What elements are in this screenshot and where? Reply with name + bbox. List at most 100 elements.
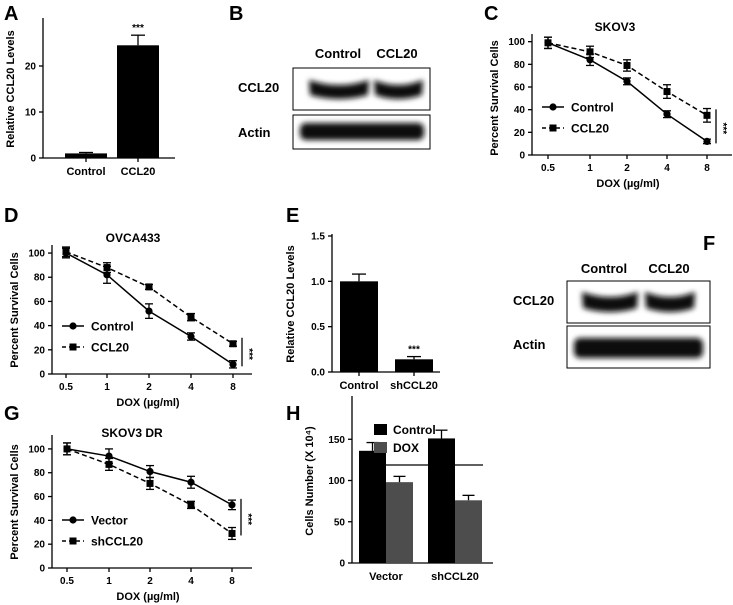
legend-marker [69,537,77,545]
bar [117,45,159,158]
bar-dox [455,500,482,563]
chart-title: OVCA433 [106,231,161,245]
data-point [623,77,631,85]
x-tick-label: 1 [104,382,110,393]
x-tick-label: 8 [230,382,236,393]
panel-label-c: C [484,3,498,25]
legend-label: CCL20 [91,341,129,355]
x-tick-label: 0.5 [59,382,73,393]
x-tick-label: 1 [106,576,112,587]
y-tick-label: 60 [34,492,46,503]
x-tick-label: shCCL20 [390,380,438,392]
blot-f-band-ccl20-ccl20 [645,292,695,312]
data-point [228,501,236,509]
blot-b-header-control: Control [315,46,361,61]
significance-marker: *** [132,23,144,34]
western-blot-b: Control CCL20 CCL20 Actin [238,46,431,150]
data-point [663,110,671,118]
data-point [703,111,711,119]
data-point [623,61,631,69]
bar-dox [386,482,413,563]
y-tick-label: 0 [339,559,345,570]
significance-marker: *** [242,513,253,525]
significance-marker: * [432,454,436,465]
panel-label-g: G [4,403,20,425]
x-tick-label: shCCL20 [431,571,479,583]
legend-label: DOX [393,441,419,455]
y-tick-label: 40 [34,321,46,332]
blot-f-row-actin: Actin [513,337,546,352]
western-blot-f: Control CCL20 CCL20 Actin [513,261,711,369]
y-tick-label: 1.5 [311,232,325,243]
x-tick-label: 8 [704,163,710,174]
y-tick-label: 150 [328,435,345,446]
y-tick-label: 100 [28,444,45,455]
data-point [228,529,236,537]
data-point [586,48,594,56]
chart-title: SKOV3 DR [101,426,163,440]
y-tick-label: 20 [34,345,46,356]
y-axis-label: Relative CCL20 Levels [285,245,297,362]
panel-label-f: F [703,233,715,255]
x-tick-label: 1 [587,163,593,174]
chart-e: 0.0 0.5 1.0 1.5 Relative CCL20 Levels Control… [285,232,440,392]
x-tick-label: 2 [624,163,630,174]
x-axis-label: DOX (µg/ml) [116,591,180,603]
legend-label: Control [393,423,436,437]
bar [340,281,378,372]
y-tick-label: 80 [514,60,526,71]
data-point [703,137,711,145]
y-tick-label: 10 [25,108,37,119]
data-point [187,478,195,486]
y-tick-label: 60 [514,83,526,94]
x-tick-label: 0.5 [541,163,555,174]
legend-swatch [374,442,387,453]
x-tick-label: 8 [229,576,235,587]
y-tick-label: 0 [519,151,525,162]
data-point [229,360,237,368]
data-point [146,479,154,487]
data-point [544,39,552,47]
data-point [187,313,195,321]
blot-b-row-ccl20: CCL20 [238,80,279,95]
blot-f-header-control: Control [581,261,627,276]
chart-a: 0 10 20 Relative CCL20 Levels Control CCL20 **… [5,18,175,178]
y-tick-label: 0 [39,370,45,381]
x-axis-label: DOX (µg/ml) [116,397,180,409]
bar [65,153,107,158]
data-point [145,307,153,315]
blot-b-band-ccl20-ccl20 [374,80,423,99]
blot-f-band-control-ccl20 [582,292,638,312]
y-axis-label: Relative CCL20 Levels [5,30,17,147]
chart-c: 0 20 40 60 80 100 Percent Survival Cells 0.5 1 2 4… [489,20,732,190]
blot-f-header-ccl20: CCL20 [648,261,689,276]
x-tick-label: 2 [147,576,153,587]
blot-b-band-control-ccl20 [309,80,369,99]
data-point [229,340,237,348]
x-tick-label: 4 [188,382,194,393]
legend-label: Vector [91,514,128,528]
data-point [663,88,671,96]
y-tick-label: 1.0 [311,277,325,288]
y-tick-label: 0 [39,564,45,575]
y-tick-label: 20 [25,62,37,73]
y-tick-label: 40 [34,516,46,527]
data-point [105,460,113,468]
x-tick-label: 4 [664,163,670,174]
data-point [187,332,195,341]
legend-marker [69,322,77,330]
y-tick-label: 100 [508,37,525,48]
x-tick-label: 2 [146,382,152,393]
blot-b-band-actin [300,123,424,140]
y-axis-label: Percent Survival Cells [9,252,21,368]
legend-swatch [374,424,387,435]
x-tick-label: CCL20 [121,166,156,178]
significance-marker: *** [717,123,728,135]
legend-marker [549,103,557,111]
data-point [187,501,195,509]
y-tick-label: 80 [34,468,46,479]
data-point [103,264,111,272]
y-axis-label: Percent Survival Cells [489,40,501,156]
y-tick-label: 40 [514,105,526,116]
